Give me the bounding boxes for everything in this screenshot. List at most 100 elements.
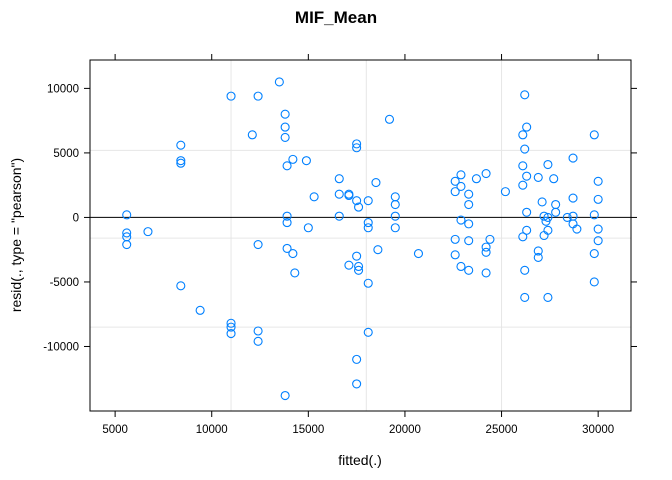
data-point (352, 196, 362, 206)
data-point (352, 139, 362, 149)
data-point (354, 202, 364, 212)
data-point (450, 234, 460, 244)
data-point (522, 171, 532, 181)
data-point (464, 265, 474, 275)
data-point (593, 176, 603, 186)
data-point (568, 211, 578, 221)
data-point (371, 178, 381, 188)
data-point (543, 225, 553, 235)
data-point (253, 239, 263, 250)
data-point (280, 390, 290, 401)
data-point (543, 292, 553, 302)
data-point (589, 277, 599, 287)
data-point (543, 159, 553, 170)
data-point (464, 199, 474, 210)
data-point (363, 223, 373, 233)
data-point (344, 190, 354, 201)
data-point (303, 223, 313, 233)
data-point (481, 247, 491, 257)
data-point (390, 223, 400, 233)
x-tick-label: 30000 (582, 424, 614, 436)
data-point (518, 232, 528, 242)
data-point (520, 90, 530, 100)
x-tick-label: 15000 (292, 424, 324, 436)
data-point (354, 261, 364, 272)
data-point (551, 199, 561, 210)
data-point (522, 207, 532, 217)
data-point (450, 250, 460, 260)
data-point (589, 130, 599, 140)
data-point (533, 246, 543, 256)
data-point (288, 249, 298, 259)
data-point (363, 327, 373, 337)
data-point (390, 211, 400, 221)
data-point (456, 181, 466, 192)
data-point (290, 268, 300, 278)
data-point (500, 187, 510, 197)
data-point (568, 193, 578, 203)
data-point (539, 211, 549, 221)
y-tick-label: -10000 (43, 341, 79, 353)
data-point (456, 170, 466, 180)
x-tick-label: 10000 (196, 424, 228, 436)
data-point (122, 210, 132, 220)
data-point (518, 180, 528, 190)
data-point (390, 199, 400, 210)
data-point (176, 281, 186, 291)
data-point (572, 224, 582, 234)
data-point (520, 292, 530, 302)
data-point (518, 130, 528, 140)
data-point (537, 197, 547, 207)
data-point (384, 114, 395, 124)
data-point (450, 176, 460, 186)
data-point (589, 210, 599, 220)
data-point (334, 174, 344, 184)
data-point (282, 218, 292, 228)
y-tick-label: 0 (73, 212, 79, 224)
grid-lines (90, 60, 631, 411)
data-point (334, 211, 344, 221)
data-point (352, 379, 362, 389)
data-point (390, 192, 400, 202)
data-point (226, 322, 236, 332)
x-tick-label: 5000 (102, 424, 128, 436)
data-point (464, 236, 474, 246)
data-point (522, 225, 532, 235)
data-point (288, 154, 298, 164)
data-point (280, 109, 290, 119)
data-point (176, 156, 186, 166)
data-point (122, 239, 132, 250)
data-point (520, 144, 530, 154)
data-point (176, 140, 186, 150)
data-point (352, 143, 362, 153)
x-axis-ticks: 5000 10000 15000 20000 25000 30000 (102, 54, 614, 436)
data-point (301, 156, 311, 166)
data-point (352, 354, 362, 364)
y-tick-label: -5000 (50, 277, 79, 289)
data-point (593, 194, 603, 204)
y-axis-label: resid(., type = "pearson") (8, 158, 24, 312)
data-point (253, 91, 263, 101)
data-point (274, 77, 284, 87)
data-point (282, 211, 292, 221)
data-points (122, 77, 603, 401)
data-point (456, 215, 466, 225)
data-point (143, 227, 153, 237)
data-point (344, 260, 354, 270)
data-point (520, 265, 530, 275)
data-point (363, 218, 373, 228)
data-point (522, 122, 532, 132)
data-point (589, 249, 599, 259)
data-point (282, 161, 292, 171)
data-point (122, 228, 132, 238)
data-point (226, 329, 236, 339)
data-point (562, 212, 572, 222)
x-tick-label: 25000 (486, 424, 518, 436)
data-point (471, 174, 481, 184)
plot-frame (89, 59, 632, 412)
data-point (481, 242, 491, 252)
data-point (518, 161, 528, 171)
data-point (568, 153, 578, 163)
data-point (593, 224, 603, 234)
